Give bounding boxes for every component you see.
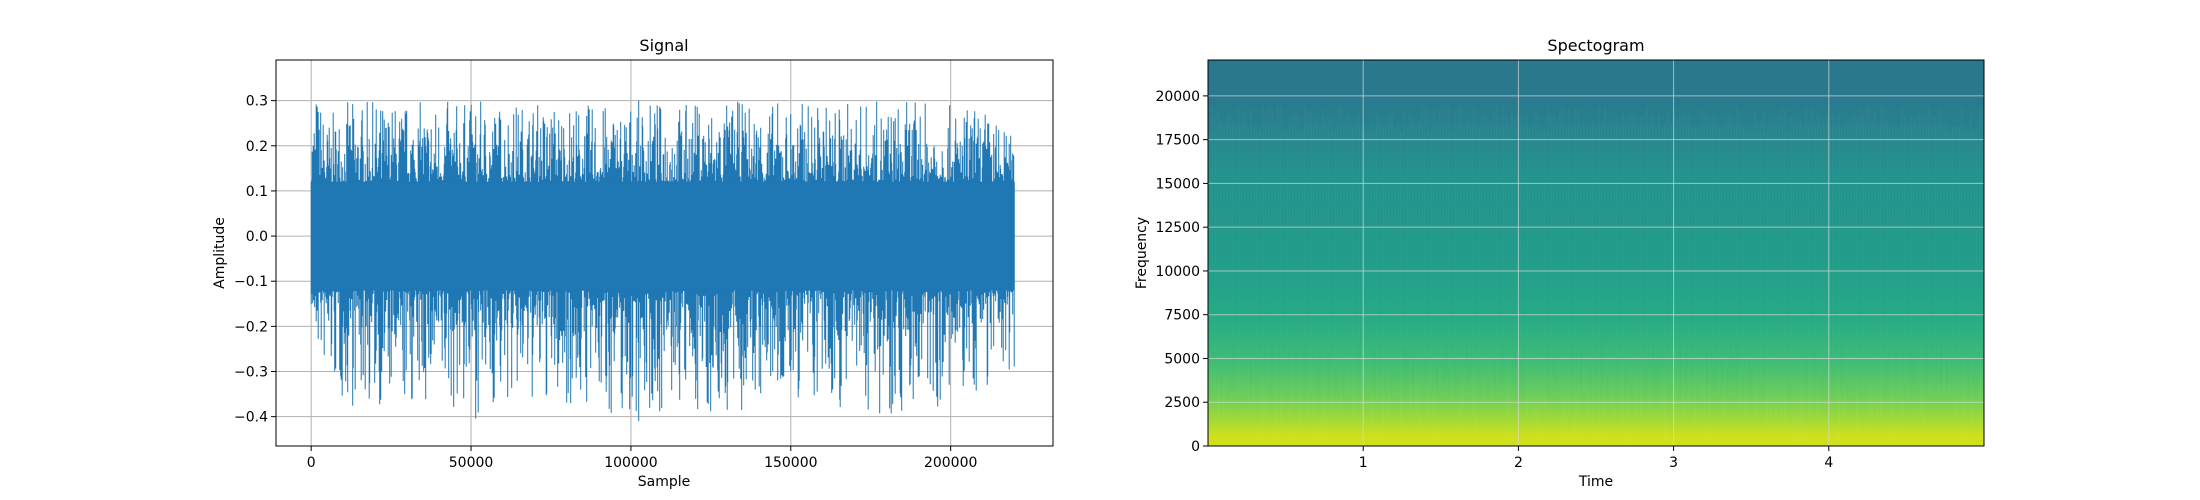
spectrogram-y-tick-label: 2500	[1164, 395, 1200, 411]
spectrogram-y-tick-label: 20000	[1155, 89, 1200, 105]
spectrogram-y-tick-label: 0	[1191, 439, 1200, 455]
signal-panel: Signal 0 50000 100000 150000 200000 −0.4 −0.3…	[212, 36, 1054, 490]
signal-axes-frame	[275, 59, 1054, 447]
spectrogram-x-label: Time	[1578, 474, 1613, 490]
signal-y-tick-label: 0.1	[246, 184, 268, 200]
spectrogram-panel: Spectogram 1 2 3 4 0 2500 5000 7500 10000 12500 1…	[1134, 36, 1985, 490]
signal-x-tick-label: 50000	[449, 455, 494, 471]
signal-y-label: Amplitude	[212, 217, 228, 289]
spectrogram-x-ticks: 1 2 3 4	[1359, 446, 1833, 471]
signal-y-tick-label: −0.2	[234, 319, 268, 335]
spectrogram-y-tick-label: 5000	[1164, 351, 1200, 367]
spectrogram-y-label: Frequency	[1134, 217, 1150, 289]
spectrogram-x-tick-label: 4	[1824, 455, 1833, 471]
spectrogram-y-ticks: 0 2500 5000 7500 10000 12500 15000 17500 20000	[1155, 89, 1208, 455]
signal-title: Signal	[639, 36, 688, 55]
signal-y-ticks: −0.4 −0.3 −0.2 −0.1 0.0 0.1 0.2 0.3	[234, 94, 276, 426]
signal-x-tick-label: 100000	[604, 455, 657, 471]
signal-x-tick-label: 150000	[764, 455, 817, 471]
spectrogram-y-tick-label: 15000	[1155, 176, 1200, 192]
spectrogram-x-tick-label: 2	[1514, 455, 1523, 471]
signal-y-tick-label: −0.1	[234, 274, 268, 290]
spectrogram-image	[1208, 60, 1984, 446]
spectrogram-y-tick-label: 10000	[1155, 264, 1200, 280]
spectrogram-x-tick-label: 1	[1359, 455, 1368, 471]
signal-waveform	[310, 100, 1015, 421]
spectrogram-texture	[1208, 104, 1984, 446]
signal-x-tick-label: 200000	[924, 455, 977, 471]
spectrogram-texture-strokes	[1208, 104, 1984, 446]
spectrogram-y-tick-label: 12500	[1155, 220, 1200, 236]
signal-core-band	[311, 181, 1015, 291]
signal-y-tick-label: −0.3	[234, 365, 268, 381]
spectrogram-axes-frame	[1207, 59, 1985, 447]
spectrogram-title: Spectogram	[1547, 36, 1644, 55]
signal-y-tick-label: 0.3	[246, 94, 268, 110]
signal-y-tick-label: 0.0	[246, 229, 268, 245]
signal-x-ticks: 0 50000 100000 150000 200000	[307, 446, 977, 471]
signal-x-label: Sample	[638, 474, 691, 490]
spectrogram-x-tick-label: 3	[1669, 455, 1678, 471]
signal-y-tick-label: −0.4	[234, 410, 268, 426]
spectrogram-y-tick-label: 7500	[1164, 308, 1200, 324]
spectrogram-y-tick-label: 17500	[1155, 133, 1200, 149]
signal-y-tick-label: 0.2	[246, 139, 268, 155]
signal-x-tick-label: 0	[307, 455, 316, 471]
